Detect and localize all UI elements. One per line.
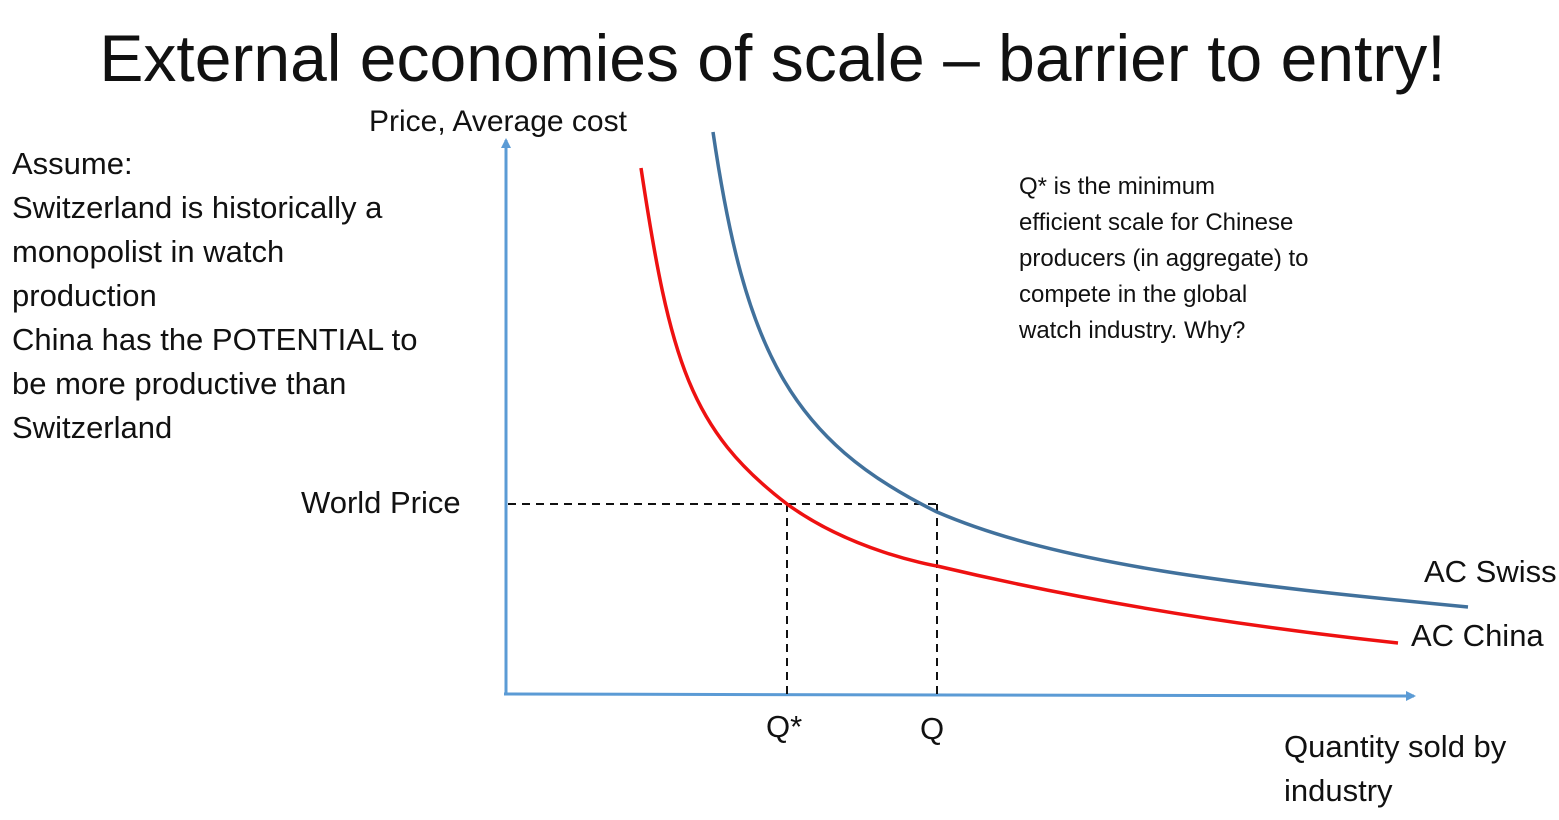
x-axis-label-line: industry <box>1284 773 1393 808</box>
assumption-line: Switzerland <box>12 410 173 445</box>
y-axis-label: Price, Average cost <box>369 105 627 138</box>
note-line: producers (in aggregate) to <box>1019 245 1309 272</box>
world-price-label: World Price <box>301 485 461 520</box>
assumption-line: production <box>12 278 157 313</box>
ac-china-label: AC China <box>1411 618 1544 653</box>
note-line: Q* is the minimum <box>1019 173 1216 200</box>
ac-swiss-label: AC Swiss <box>1424 554 1557 589</box>
note-line: watch industry. Why? <box>1019 317 1246 344</box>
ac-swiss-curve <box>711 131 1469 609</box>
ac-china-curve <box>639 167 1399 645</box>
assumption-line: Switzerland is historically a <box>12 190 383 225</box>
assumption-line: be more productive than <box>12 366 347 401</box>
assumption-line: Assume: <box>12 146 133 181</box>
mes-note: Q* is the minimum efficient scale for Ch… <box>1019 169 1379 349</box>
note-line: compete in the global <box>1019 281 1248 308</box>
assumption-line: China has the POTENTIAL to <box>12 322 418 357</box>
note-line: efficient scale for Chinese <box>1019 209 1294 236</box>
x-axis-label-line: Quantity sold by <box>1284 729 1507 764</box>
x-axis-label: Quantity sold by industry <box>1284 725 1506 813</box>
assumptions-text: Assume: Switzerland is historically a mo… <box>12 142 472 450</box>
assumption-line: monopolist in watch <box>12 234 285 269</box>
q-star-label: Q* <box>766 709 803 744</box>
q-label: Q <box>920 711 945 746</box>
slide-title: External economies of scale – barrier to… <box>99 21 1446 95</box>
x-axis <box>503 690 1416 701</box>
